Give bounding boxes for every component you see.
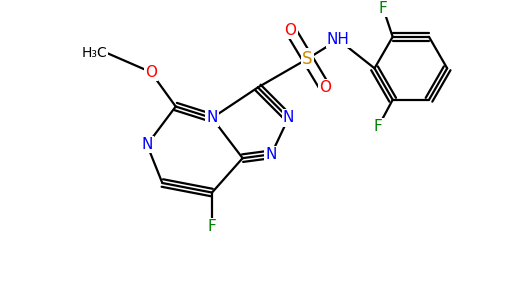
- Text: H₃C: H₃C: [81, 46, 107, 60]
- Text: F: F: [208, 219, 217, 234]
- Text: F: F: [379, 1, 388, 16]
- Text: O: O: [319, 80, 331, 95]
- Text: O: O: [284, 23, 296, 38]
- Text: N: N: [283, 110, 294, 126]
- Text: N: N: [206, 110, 218, 126]
- Text: N: N: [266, 147, 277, 162]
- Text: O: O: [145, 65, 157, 80]
- Text: NH: NH: [327, 32, 350, 47]
- Text: S: S: [303, 50, 313, 68]
- Text: F: F: [374, 119, 383, 134]
- Text: N: N: [141, 137, 153, 152]
